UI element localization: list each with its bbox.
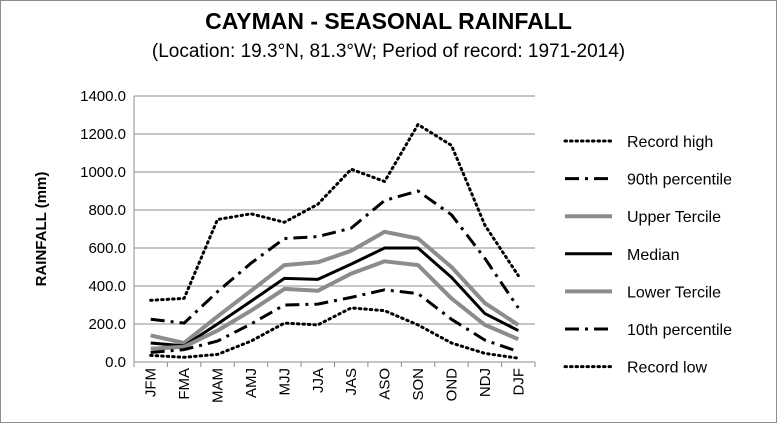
axes: [133, 96, 536, 367]
y-tick-label: 200.0: [88, 316, 126, 333]
legend-label: Lower Tercile: [627, 284, 721, 301]
x-tick-label: OND: [443, 368, 460, 402]
x-tick-label: JFM: [143, 368, 160, 397]
y-tick-label: 1400.0: [80, 88, 126, 105]
y-tick-label: 600.0: [88, 240, 126, 257]
y-tick-labels: 0.0 200.0 400.0 600.0 800.0 1000.0 1200.0 1400.…: [80, 88, 126, 371]
x-tick-label: MAM: [210, 368, 227, 403]
x-tick-labels: JFM FMA MAM AMJ MJJ JJA JAS ASO SON OND NDJ DJF: [143, 368, 528, 403]
x-tick-label: FMA: [176, 368, 193, 400]
y-tick-label: 1000.0: [80, 164, 126, 181]
legend-label: Median: [627, 247, 679, 264]
legend-label: 10th percentile: [627, 322, 732, 339]
x-tick-label: AMJ: [243, 368, 260, 398]
x-tick-label: JAS: [343, 368, 360, 396]
chart-title: CAYMAN - SEASONAL RAINFALL: [205, 8, 572, 34]
x-tick-label: DJF: [510, 368, 527, 396]
legend: Record high 90th percentile Upper Tercile M…: [563, 134, 732, 377]
x-tick-label: NDJ: [477, 368, 494, 397]
series-line-90th-percentile: [150, 189, 520, 325]
gridlines: [134, 95, 535, 325]
legend-label: Upper Tercile: [627, 209, 721, 226]
series-line-lower-tercile: [150, 259, 520, 351]
chart-subtitle: (Location: 19.3°N, 81.3°W; Period of rec…: [151, 41, 626, 62]
series-line-upper-tercile: [150, 229, 520, 345]
series-lines: [149, 123, 520, 360]
y-tick-label: 800.0: [88, 202, 126, 219]
x-tick-label: JJA: [310, 368, 327, 393]
legend-label: 90th percentile: [627, 172, 732, 189]
y-tick-label: 400.0: [88, 278, 126, 295]
series-line-10th-percentile: [150, 288, 519, 354]
y-tick-label: 0.0: [105, 354, 126, 371]
legend-label: Record low: [627, 360, 707, 377]
y-tick-label: 1200.0: [80, 126, 126, 143]
x-tick-label: SON: [410, 368, 427, 401]
y-axis-label: RAINFALL (mm): [33, 172, 50, 287]
x-tick-label: MJJ: [276, 368, 293, 396]
legend-label: Record high: [627, 134, 713, 151]
series-line-record-low: [149, 306, 520, 360]
series-line-record-high: [149, 123, 520, 302]
series-line-median: [150, 246, 519, 348]
x-tick-label: ASO: [377, 368, 394, 400]
